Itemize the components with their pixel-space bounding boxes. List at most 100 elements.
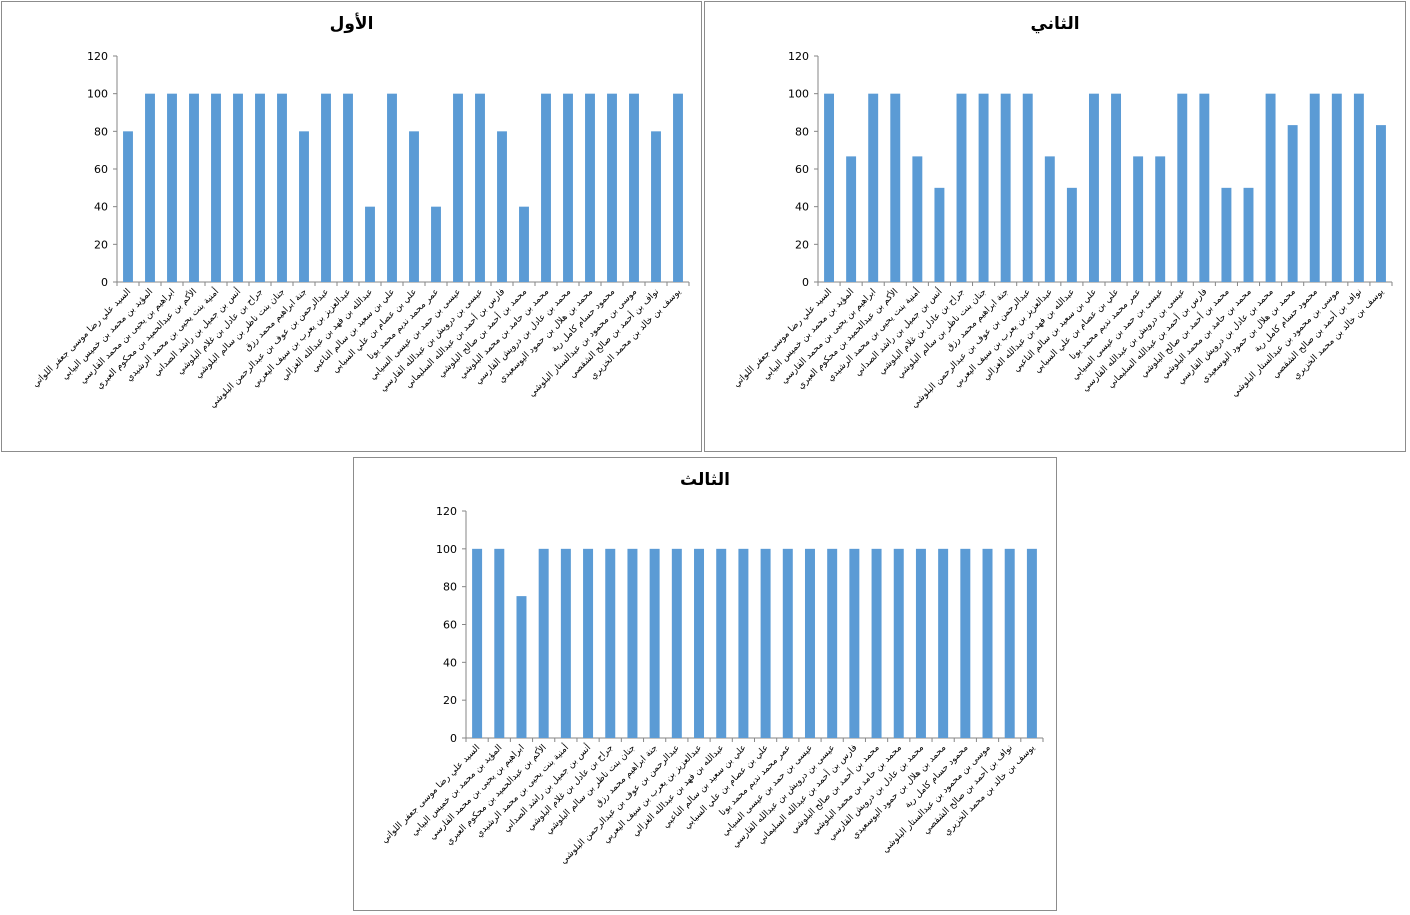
bar	[189, 93, 199, 283]
bar	[321, 93, 331, 283]
chart-title: الأول	[329, 14, 374, 34]
bar	[782, 548, 793, 738]
chart-panel-first: الأول 0 20 40 60 80 100 120 السيد علي رضا موسى …	[1, 1, 702, 452]
bar	[583, 548, 594, 738]
y-tick-label: 40	[443, 656, 457, 669]
bar	[409, 131, 419, 282]
bar	[1088, 93, 1099, 283]
bar	[629, 93, 639, 283]
y-tick-label: 20	[443, 694, 457, 707]
bar	[1111, 93, 1122, 283]
bar	[1133, 156, 1144, 282]
chart-panel-second: الثاني 0 20 40 60 80 100 120 السيد علي رضا موسى…	[704, 1, 1406, 452]
y-tick-label: 120	[788, 50, 809, 63]
bar	[563, 93, 573, 283]
y-tick-label: 80	[94, 125, 108, 138]
bar	[651, 131, 661, 282]
bar	[956, 93, 967, 283]
bar	[890, 93, 901, 283]
bar	[1155, 156, 1166, 282]
bar	[585, 93, 595, 283]
bar	[912, 156, 923, 282]
bar	[1000, 93, 1011, 283]
chart-title: الثالث	[680, 470, 730, 490]
bar	[824, 93, 835, 283]
bar	[1221, 187, 1232, 282]
bar	[849, 548, 860, 738]
y-tick-label: 60	[443, 619, 457, 632]
chart-title: الثاني	[1030, 14, 1080, 34]
bar	[978, 93, 989, 283]
chart-panel-third: الثالث 0 20 40 60 80 100 120 السيد علي رضا موسى…	[353, 457, 1057, 911]
bar	[1353, 93, 1364, 283]
bar	[938, 548, 949, 738]
y-tick-label: 0	[450, 732, 457, 745]
y-tick-label: 80	[443, 581, 457, 594]
bar	[519, 206, 529, 282]
bar	[475, 93, 485, 283]
bar	[1026, 548, 1037, 738]
bar	[1022, 93, 1033, 283]
bar	[649, 548, 660, 738]
bar	[694, 548, 705, 738]
y-tick-label: 100	[788, 88, 809, 101]
bar	[1004, 548, 1015, 738]
bar	[868, 93, 879, 283]
y-tick-label: 40	[94, 201, 108, 214]
y-tick-label: 20	[795, 238, 809, 251]
bar	[915, 548, 926, 738]
bar	[233, 93, 243, 283]
bar	[627, 548, 638, 738]
y-tick-label: 0	[101, 276, 108, 289]
bar	[960, 548, 971, 738]
bar	[1044, 156, 1055, 282]
bar	[738, 548, 749, 738]
bar	[716, 548, 727, 738]
bar	[497, 131, 507, 282]
bar	[453, 93, 463, 283]
bar	[607, 93, 617, 283]
bar	[145, 93, 155, 283]
bar	[1265, 93, 1276, 283]
y-tick-label: 20	[94, 238, 108, 251]
bar	[605, 548, 616, 738]
bar	[1375, 125, 1386, 282]
bar	[541, 93, 551, 283]
bar	[494, 548, 505, 738]
bar	[1331, 93, 1342, 283]
bar	[673, 93, 683, 283]
bar	[893, 548, 904, 738]
y-tick-label: 60	[94, 163, 108, 176]
bar	[804, 548, 815, 738]
bar	[671, 548, 682, 738]
y-tick-label: 120	[436, 505, 457, 518]
bar	[277, 93, 287, 283]
y-tick-label: 0	[802, 276, 809, 289]
bar	[846, 156, 857, 282]
bar	[1199, 93, 1210, 283]
bar	[1309, 93, 1320, 283]
bar	[1243, 187, 1254, 282]
bar	[1066, 187, 1077, 282]
bar	[1287, 125, 1298, 282]
bar	[387, 93, 397, 283]
y-tick-label: 120	[87, 50, 108, 63]
bar	[167, 93, 177, 283]
bar	[538, 548, 549, 738]
bar	[1177, 93, 1188, 283]
bar	[934, 187, 945, 282]
bar	[516, 596, 527, 738]
bar	[871, 548, 882, 738]
y-tick-label: 60	[795, 163, 809, 176]
bar	[560, 548, 571, 738]
bar	[343, 93, 353, 283]
y-tick-label: 80	[795, 125, 809, 138]
y-tick-label: 40	[795, 201, 809, 214]
bar	[982, 548, 993, 738]
bar	[472, 548, 483, 738]
bar	[211, 93, 221, 283]
bar	[827, 548, 838, 738]
bar	[255, 93, 265, 283]
